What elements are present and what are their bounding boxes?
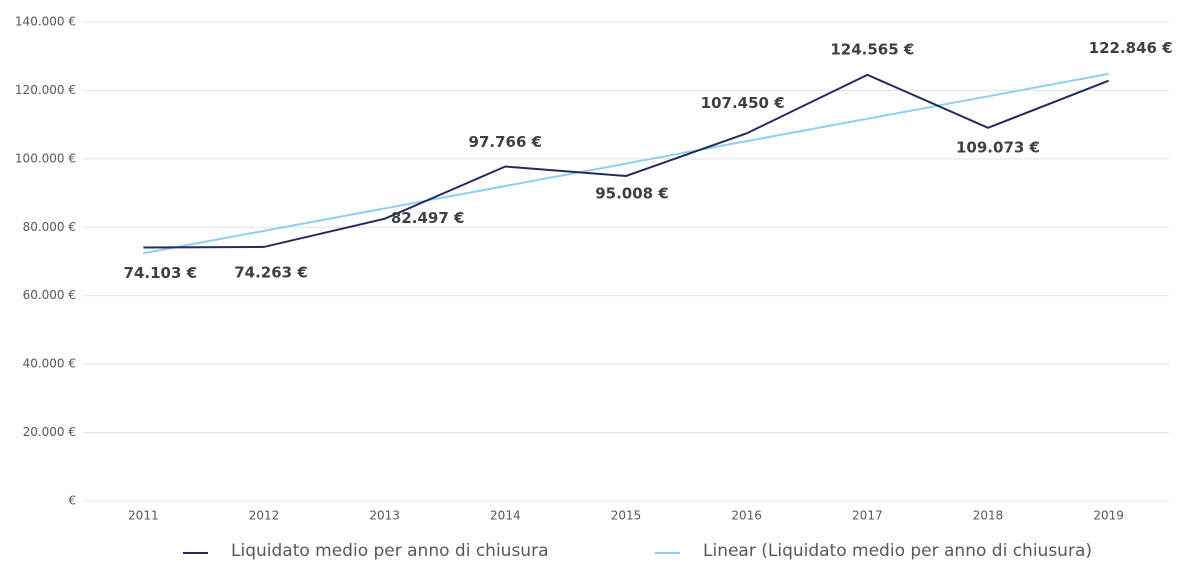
- x-tick-label: 2019: [1093, 509, 1124, 523]
- x-tick-label: 2013: [369, 509, 400, 523]
- trend-line: [143, 72, 1109, 255]
- y-tick-label: 100.000 €: [15, 151, 76, 165]
- x-tick-label: 2011: [128, 509, 159, 523]
- data-label: 97.766 €: [469, 133, 543, 151]
- y-tick-label: 80.000 €: [23, 220, 76, 234]
- data-label: 82.497 €: [391, 209, 465, 227]
- data-label: 109.073 €: [956, 138, 1040, 156]
- data-line: [143, 73, 1110, 249]
- y-tick-label: €: [68, 494, 76, 508]
- y-tick-label: 20.000 €: [23, 425, 76, 439]
- legend-label: Liquidato medio per anno di chiusura: [231, 541, 549, 561]
- y-tick-label: 120.000 €: [15, 83, 76, 97]
- y-tick-label: 140.000 €: [15, 15, 76, 29]
- x-tick-label: 2017: [852, 509, 883, 523]
- x-tick-label: 2012: [249, 509, 280, 523]
- x-tick-label: 2015: [611, 509, 642, 523]
- y-tick-label: 40.000 €: [23, 357, 76, 371]
- legend-label: Linear (Liquidato medio per anno di chiu…: [703, 541, 1092, 561]
- x-tick-label: 2018: [973, 509, 1004, 523]
- data-label: 124.565 €: [830, 40, 914, 58]
- data-label: 107.450 €: [701, 94, 785, 112]
- data-label: 122.846 €: [1089, 39, 1173, 57]
- x-tick-label: 2016: [731, 509, 762, 523]
- x-tick-label: 2014: [490, 509, 521, 523]
- y-tick-label: 60.000 €: [23, 288, 76, 302]
- data-label: 95.008 €: [595, 184, 669, 202]
- data-label: 74.263 €: [234, 263, 308, 281]
- data-label: 74.103 €: [124, 264, 198, 282]
